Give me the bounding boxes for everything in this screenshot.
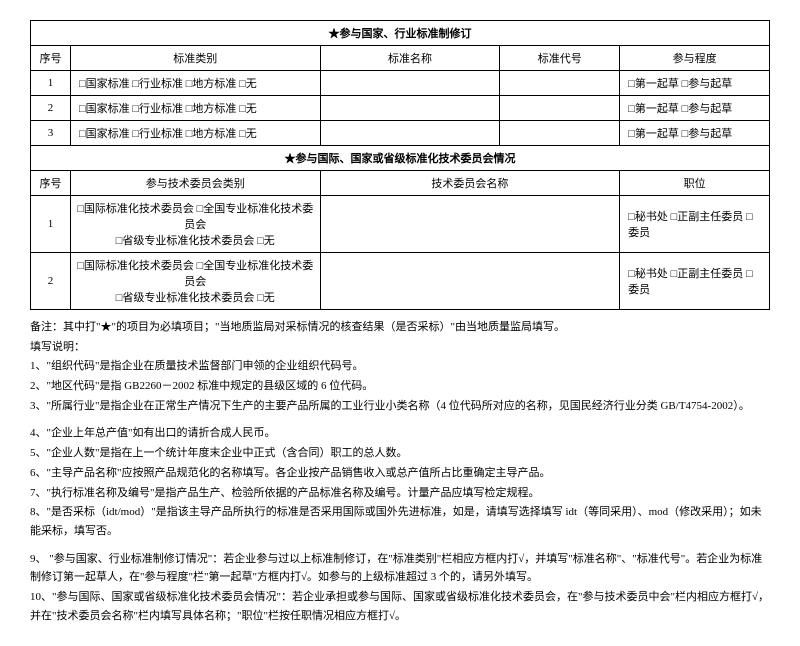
table-row: 2 □国家标准 □行业标准 □地方标准 □无 □第一起草 □参与起草: [31, 96, 770, 121]
code-cell: [500, 71, 620, 96]
table-row: 1 □国际标准化技术委员会 □全国专业标准化技术委员会 □省级专业标准化技术委员…: [31, 196, 770, 253]
name-cell: [320, 71, 500, 96]
type-line1: □国际标准化技术委员会 □全国专业标准化技术委员会: [77, 260, 313, 288]
pos-cell: □秘书处 □正副主任委员 □委员: [620, 196, 770, 253]
header-level: 参与程度: [620, 46, 770, 71]
header2-pos: 职位: [620, 171, 770, 196]
table-row: 2 □国际标准化技术委员会 □全国专业标准化技术委员会 □省级专业标准化技术委员…: [31, 253, 770, 310]
type-line1: □国际标准化技术委员会 □全国专业标准化技术委员会: [77, 203, 313, 231]
note-item: 6、"主导产品名称"应按照产品规范化的名称填写。各企业按产品销售收入或总产值所占…: [30, 464, 770, 483]
seq-cell: 2: [31, 96, 71, 121]
name-cell: [320, 96, 500, 121]
name-cell: [320, 121, 500, 146]
header-seq: 序号: [31, 46, 71, 71]
note-prefix: 备注：其中打"★"的项目为必填项目；"当地质监局对采标情况的核查结果（是否采标）…: [30, 318, 770, 337]
header2-seq: 序号: [31, 171, 71, 196]
header2-name: 技术委员会名称: [320, 171, 620, 196]
table2-title: ★参与国际、国家或省级标准化技术委员会情况: [31, 146, 770, 171]
name-cell: [320, 196, 620, 253]
seq-cell: 1: [31, 196, 71, 253]
note-item: 1、"组织代码"是指企业在质量技术监督部门申领的企业组织代码号。: [30, 357, 770, 376]
table1-title: ★参与国家、行业标准制修订: [31, 21, 770, 46]
note-item: 4、"企业上年总产值"如有出口的请折合成人民币。: [30, 424, 770, 443]
header-type: 标准类别: [70, 46, 320, 71]
note-item: 10、"参与国际、国家或省级标准化技术委员会情况"：若企业承担或参与国际、国家或…: [30, 588, 770, 625]
note-item: 9、 "参与国家、行业标准制修订情况"：若企业参与过以上标准制修订，在"标准类别…: [30, 550, 770, 587]
type-line2: □省级专业标准化技术委员会 □无: [116, 292, 275, 304]
code-cell: [500, 96, 620, 121]
seq-cell: 3: [31, 121, 71, 146]
type-cell: □国家标准 □行业标准 □地方标准 □无: [70, 71, 320, 96]
note-item: 5、"企业人数"是指在上一个统计年度末企业中正式（含合同）职工的总人数。: [30, 444, 770, 463]
table-row: 3 □国家标准 □行业标准 □地方标准 □无 □第一起草 □参与起草: [31, 121, 770, 146]
name-cell: [320, 253, 620, 310]
type-cell: □国际标准化技术委员会 □全国专业标准化技术委员会 □省级专业标准化技术委员会 …: [70, 196, 320, 253]
table-row: 1 □国家标准 □行业标准 □地方标准 □无 □第一起草 □参与起草: [31, 71, 770, 96]
level-cell: □第一起草 □参与起草: [620, 71, 770, 96]
type-cell: □国家标准 □行业标准 □地方标准 □无: [70, 96, 320, 121]
type-line2: □省级专业标准化技术委员会 □无: [116, 235, 275, 247]
seq-cell: 2: [31, 253, 71, 310]
notes-section: 备注：其中打"★"的项目为必填项目；"当地质监局对采标情况的核查结果（是否采标）…: [30, 318, 770, 625]
level-cell: □第一起草 □参与起草: [620, 121, 770, 146]
standards-table: ★参与国家、行业标准制修订 序号 标准类别 标准名称 标准代号 参与程度 1 □…: [30, 20, 770, 310]
header-name: 标准名称: [320, 46, 500, 71]
note-item: 7、"执行标准名称及编号"是指产品生产、检验所依据的产品标准名称及编号。计量产品…: [30, 484, 770, 503]
code-cell: [500, 121, 620, 146]
type-cell: □国际标准化技术委员会 □全国专业标准化技术委员会 □省级专业标准化技术委员会 …: [70, 253, 320, 310]
note-item: 3、"所属行业"是指企业在正常生产情况下生产的主要产品所属的工业行业小类名称（4…: [30, 397, 770, 416]
note-item: 8、"是否采标（idt/mod）"是指该主导产品所执行的标准是否采用国际或国外先…: [30, 503, 770, 540]
level-cell: □第一起草 □参与起草: [620, 96, 770, 121]
note-intro: 填写说明：: [30, 338, 770, 357]
header2-type: 参与技术委员会类别: [70, 171, 320, 196]
pos-cell: □秘书处 □正副主任委员 □委员: [620, 253, 770, 310]
seq-cell: 1: [31, 71, 71, 96]
note-item: 2、"地区代码"是指 GB2260－2002 标准中规定的县级区域的 6 位代码…: [30, 377, 770, 396]
header-code: 标准代号: [500, 46, 620, 71]
type-cell: □国家标准 □行业标准 □地方标准 □无: [70, 121, 320, 146]
